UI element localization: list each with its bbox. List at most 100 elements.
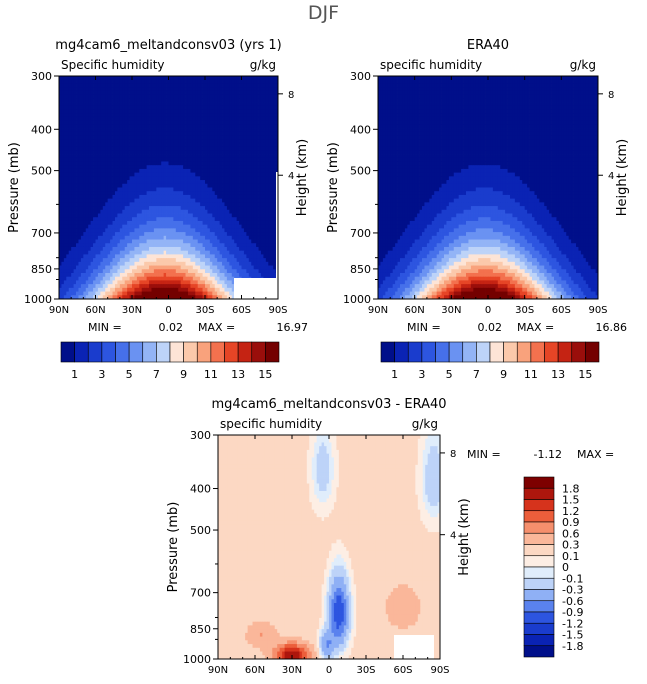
field-cell — [61, 139, 65, 144]
field-cell — [132, 128, 135, 133]
field-cell — [248, 246, 252, 252]
field-cell — [168, 154, 172, 159]
field-cell — [61, 239, 65, 244]
field-cell — [183, 209, 186, 214]
field-cell — [212, 135, 216, 140]
field-cell — [260, 206, 264, 211]
field-cell — [265, 142, 269, 148]
field-cell — [265, 243, 269, 248]
field-cell — [260, 139, 264, 144]
field-cell — [209, 102, 213, 107]
field-cell — [239, 98, 242, 103]
field-cell — [80, 131, 84, 136]
field-cell — [243, 150, 247, 155]
field-cell — [114, 90, 118, 95]
field-cell — [248, 228, 252, 233]
field-cell — [122, 120, 126, 125]
field-cell — [88, 194, 92, 200]
field-cell — [127, 213, 130, 218]
field-cell — [205, 154, 208, 159]
field-cell — [85, 124, 89, 129]
field-cell — [246, 87, 250, 92]
field-cell — [180, 243, 184, 248]
field-cell — [187, 105, 191, 110]
field-cell — [236, 94, 240, 99]
field-cell — [83, 217, 87, 222]
field-cell — [219, 243, 223, 248]
field-cell — [102, 161, 106, 166]
field-cell — [243, 176, 247, 181]
field-cell — [76, 243, 79, 248]
field-cell — [200, 150, 203, 155]
field-cell — [258, 128, 262, 133]
field-cell — [270, 254, 274, 259]
field-cell — [253, 83, 257, 88]
field-cell — [66, 135, 70, 140]
field-cell — [222, 250, 225, 255]
field-cell — [141, 272, 145, 278]
field-cell — [256, 228, 259, 233]
field-cell — [124, 243, 128, 248]
field-cell — [253, 213, 257, 218]
field-cell — [95, 128, 99, 133]
field-cell — [146, 161, 150, 166]
field-cell — [214, 131, 218, 136]
field-cell — [231, 83, 235, 88]
field-cell — [246, 161, 250, 166]
field-cell — [112, 142, 116, 148]
field-cell — [97, 105, 101, 110]
field-cell — [200, 94, 203, 99]
field-cell — [175, 83, 179, 88]
field-cell — [187, 209, 191, 214]
field-cell — [226, 131, 230, 136]
field-cell — [144, 176, 147, 181]
field-cell — [209, 131, 213, 136]
field-cell — [63, 280, 67, 285]
field-cell — [136, 135, 140, 140]
field-cell — [105, 272, 109, 278]
field-cell — [107, 90, 111, 95]
field-cell — [180, 187, 184, 192]
field-cell — [95, 272, 99, 278]
field-cell — [248, 202, 252, 207]
field-cell — [61, 272, 65, 278]
field-cell — [202, 232, 206, 237]
field-cell — [78, 243, 82, 248]
field-cell — [97, 232, 101, 237]
field-cell — [268, 228, 272, 233]
field-cell — [141, 269, 145, 274]
field-cell — [156, 131, 160, 136]
field-cell — [187, 258, 191, 263]
field-cell — [205, 209, 208, 214]
field-cell — [180, 258, 184, 263]
field-cell — [78, 116, 82, 121]
field-cell — [265, 113, 269, 118]
field-cell — [93, 194, 96, 200]
field-cell — [73, 269, 77, 274]
field-cell — [217, 198, 220, 203]
field-cell — [270, 194, 274, 200]
field-cell — [195, 224, 199, 229]
field-cell — [146, 254, 150, 259]
field-cell — [93, 235, 96, 240]
field-cell — [163, 135, 167, 140]
field-cell — [209, 206, 213, 211]
field-cell — [117, 191, 121, 196]
field-cell — [114, 220, 118, 226]
field-cell — [243, 90, 247, 95]
field-cell — [80, 146, 84, 151]
field-cell — [85, 176, 89, 181]
field-cell — [163, 246, 167, 252]
field-cell — [173, 269, 177, 274]
field-cell — [187, 272, 191, 278]
field-cell — [173, 239, 177, 244]
field-cell — [88, 146, 92, 151]
field-cell — [144, 213, 147, 218]
field-cell — [251, 202, 255, 207]
field-cell — [195, 109, 199, 114]
field-cell — [141, 76, 145, 81]
field-cell — [226, 246, 230, 252]
field-cell — [236, 243, 240, 248]
field-cell — [66, 116, 70, 121]
field-cell — [112, 168, 116, 174]
